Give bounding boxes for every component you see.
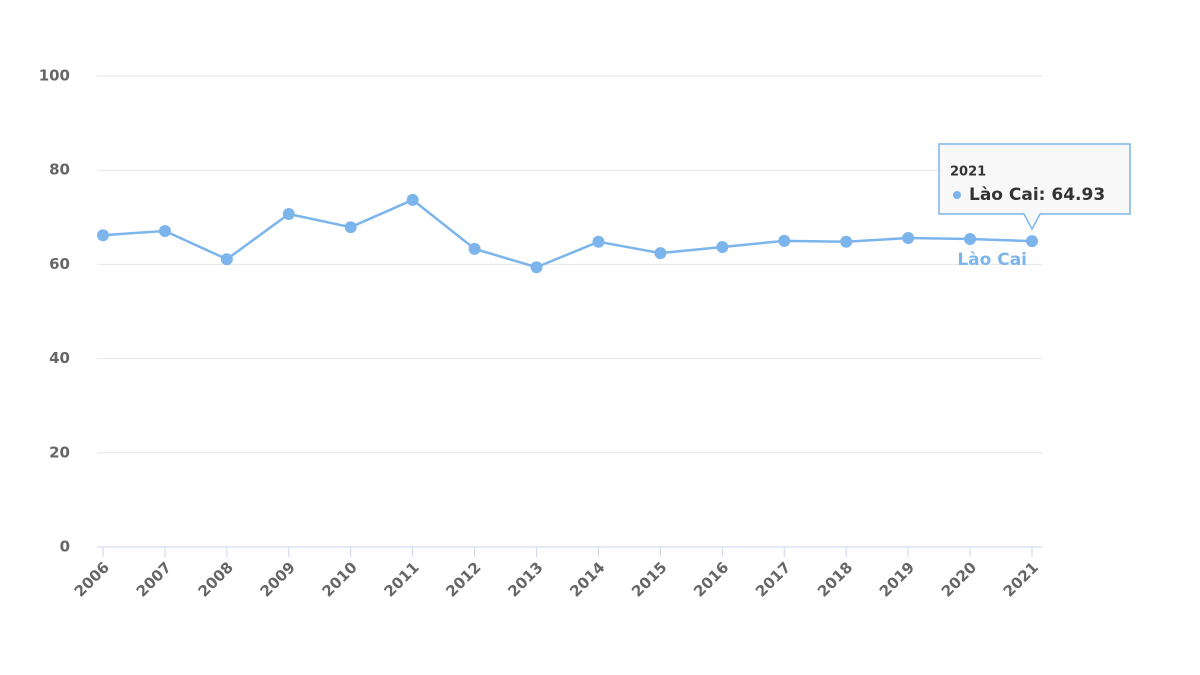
data-point <box>344 221 357 234</box>
y-tick-label: 80 <box>49 161 70 179</box>
data-point <box>530 261 543 274</box>
x-tick-label: 2017 <box>752 558 794 600</box>
y-tick-label: 40 <box>49 349 70 367</box>
y-tick-label: 0 <box>60 538 70 556</box>
tooltip-marker <box>953 191 961 199</box>
series-line <box>102 198 1033 269</box>
x-tick-label: 2014 <box>566 558 608 600</box>
data-point <box>840 235 853 248</box>
data-point <box>406 193 419 206</box>
data-point <box>1026 235 1038 248</box>
x-tick-label: 2015 <box>628 558 670 600</box>
x-tick-label: 2019 <box>876 558 918 600</box>
data-point <box>778 234 791 247</box>
data-point <box>592 235 605 248</box>
y-tick-label: 20 <box>49 443 70 461</box>
data-point <box>220 253 233 266</box>
data-point <box>282 208 295 221</box>
y-tick-label: 100 <box>39 67 70 85</box>
data-point <box>902 232 915 245</box>
x-tick-label: 2013 <box>504 558 546 600</box>
data-point <box>158 224 171 237</box>
x-tick-label: 2021 <box>1000 558 1042 600</box>
tooltip-label: Lào Cai: 64.93 <box>969 185 1105 205</box>
tooltip: 2021 Lào Cai: 64.93 <box>938 143 1131 231</box>
x-tick-label: 2012 <box>442 558 484 600</box>
x-tick-label: 2011 <box>380 558 422 600</box>
data-point <box>964 232 977 245</box>
data-point <box>97 229 109 242</box>
y-tick-label: 60 <box>49 255 70 273</box>
x-tick-label: 2007 <box>133 558 175 600</box>
x-tick-label: 2006 <box>71 558 113 600</box>
data-point <box>716 240 729 253</box>
data-point <box>654 247 667 260</box>
series-label: Lào Cai <box>957 250 1027 270</box>
x-tick-label: 2018 <box>814 558 856 600</box>
tooltip-box <box>938 143 1131 231</box>
tooltip-header: 2021 <box>950 165 986 180</box>
x-tick-label: 2009 <box>257 558 299 600</box>
data-point <box>468 242 481 255</box>
x-tick-label: 2010 <box>318 558 360 600</box>
x-tick-label: 2016 <box>690 558 732 600</box>
x-tick-label: 2020 <box>938 558 980 600</box>
x-tick-label: 2008 <box>195 558 237 600</box>
